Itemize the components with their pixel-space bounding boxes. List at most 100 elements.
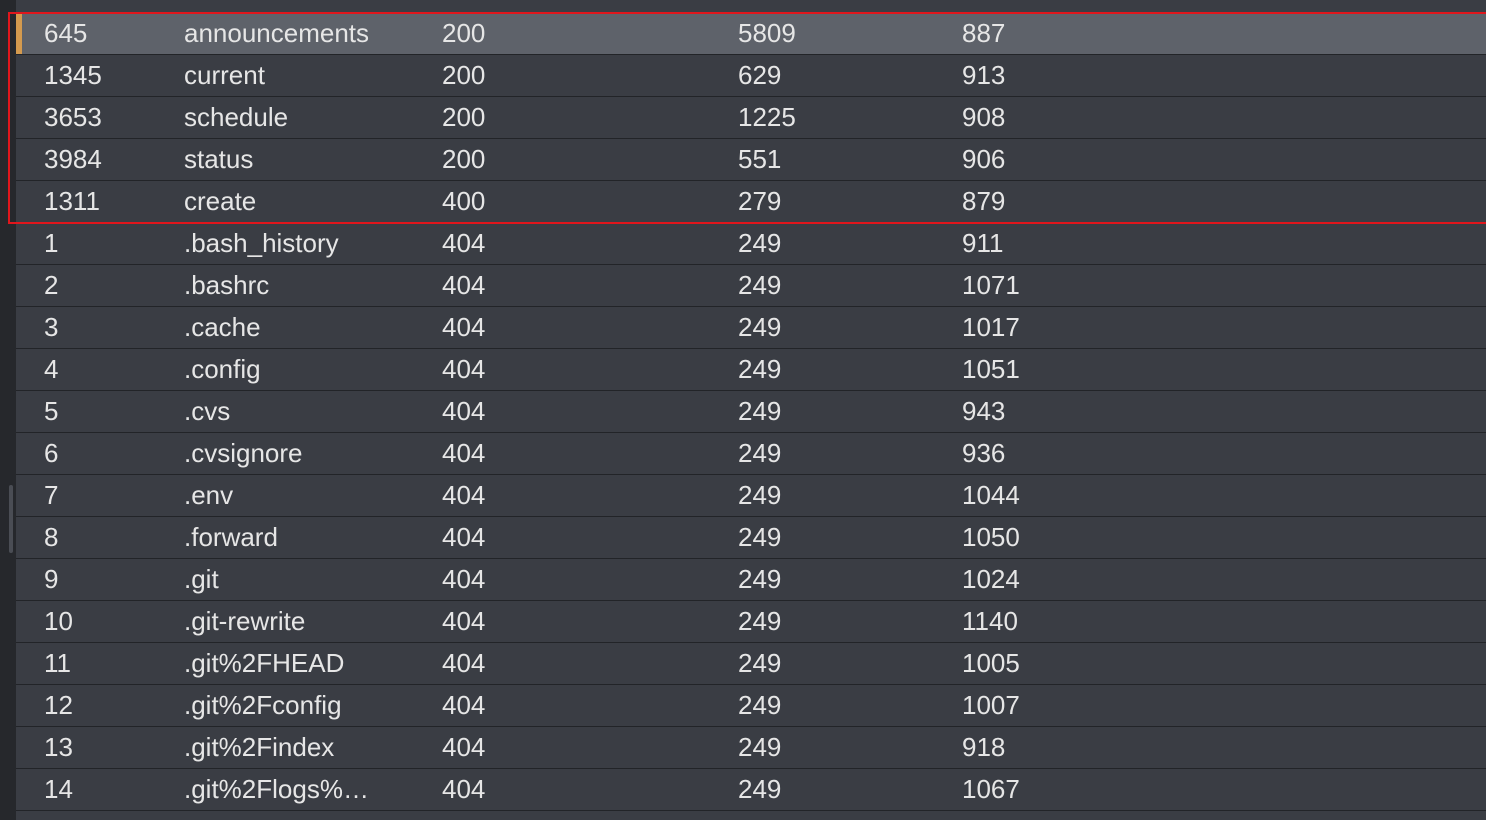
status-code: 404 xyxy=(442,396,486,426)
table-row[interactable]: 8 .forward 404 249 1050 xyxy=(16,517,1486,559)
length: 249 xyxy=(738,606,782,636)
length: 249 xyxy=(738,564,782,594)
table-row[interactable]: 1 .bash_history 404 249 911 xyxy=(16,223,1486,265)
table-row[interactable]: 4 .config 404 249 1051 xyxy=(16,349,1486,391)
request-id: 2 xyxy=(44,270,59,300)
length: 5809 xyxy=(738,18,796,48)
length: 249 xyxy=(738,270,782,300)
response-time: 943 xyxy=(962,396,1006,426)
table-row[interactable]: 14 .git%2Flogs%… 404 249 1067 xyxy=(16,769,1486,811)
status-code: 404 xyxy=(442,270,486,300)
response-time: 1024 xyxy=(962,564,1020,594)
payload: .cache xyxy=(184,312,261,342)
request-id: 7 xyxy=(44,480,59,510)
table-row[interactable]: 10 .git-rewrite 404 249 1140 xyxy=(16,601,1486,643)
payload: .git xyxy=(184,564,219,594)
request-id: 3 xyxy=(44,312,59,342)
table-row[interactable]: 5 .cvs 404 249 943 xyxy=(16,391,1486,433)
payload: create xyxy=(184,186,257,216)
table-row[interactable]: 645 announcements 200 5809 887 xyxy=(16,13,1486,55)
status-code: 200 xyxy=(442,18,486,48)
request-id: 6 xyxy=(44,438,59,468)
response-time: 1017 xyxy=(962,312,1020,342)
length: 249 xyxy=(738,396,782,426)
payload: .env xyxy=(184,480,234,510)
length: 1225 xyxy=(738,102,796,132)
request-id: 4 xyxy=(44,354,59,384)
request-id: 645 xyxy=(44,18,88,48)
status-code: 404 xyxy=(442,438,486,468)
response-time: 913 xyxy=(962,60,1006,90)
response-time: 908 xyxy=(962,102,1006,132)
response-time: 879 xyxy=(962,186,1006,216)
response-time: 1067 xyxy=(962,774,1020,804)
status-code: 404 xyxy=(442,354,486,384)
scrollbar[interactable] xyxy=(9,485,13,553)
table-row[interactable]: 3 .cache 404 249 1017 xyxy=(16,307,1486,349)
length: 629 xyxy=(738,60,782,90)
table-row[interactable]: 1311 create 400 279 879 xyxy=(16,181,1486,223)
table-row[interactable]: 11 .git%2FHEAD 404 249 1005 xyxy=(16,643,1486,685)
payload: .bashrc xyxy=(184,270,270,300)
status-code: 404 xyxy=(442,480,486,510)
status-code: 404 xyxy=(442,648,486,678)
table-row[interactable]: 3653 schedule 200 1225 908 xyxy=(16,97,1486,139)
length: 249 xyxy=(738,774,782,804)
status-code: 404 xyxy=(442,690,486,720)
length: 249 xyxy=(738,480,782,510)
payload: .config xyxy=(184,354,261,384)
request-id: 13 xyxy=(44,732,73,762)
status-code: 200 xyxy=(442,102,486,132)
table-row[interactable]: 12 .git%2Fconfig 404 249 1007 xyxy=(16,685,1486,727)
status-code: 404 xyxy=(442,522,486,552)
response-time: 1007 xyxy=(962,690,1020,720)
gutter xyxy=(0,0,16,820)
length: 249 xyxy=(738,648,782,678)
payload: .git%2FHEAD xyxy=(184,648,345,678)
length: 249 xyxy=(738,312,782,342)
table-row[interactable]: 6 .cvsignore 404 249 936 xyxy=(16,433,1486,475)
request-id: 9 xyxy=(44,564,59,594)
status-code: 404 xyxy=(442,228,486,258)
payload: announcements xyxy=(184,18,370,48)
request-id: 14 xyxy=(44,774,73,804)
length: 551 xyxy=(738,144,782,174)
request-id: 11 xyxy=(44,648,71,678)
request-id: 10 xyxy=(44,606,73,636)
table-row[interactable]: 7 .env 404 249 1044 xyxy=(16,475,1486,517)
payload: current xyxy=(184,60,265,90)
length: 249 xyxy=(738,690,782,720)
response-time: 1140 xyxy=(962,606,1018,636)
response-time: 1050 xyxy=(962,522,1020,552)
status-code: 404 xyxy=(442,732,486,762)
length: 249 xyxy=(738,228,782,258)
payload: .git%2Fconfig xyxy=(184,690,342,720)
table-row[interactable]: 13 .git%2Findex 404 249 918 xyxy=(16,727,1486,769)
request-id: 3653 xyxy=(44,102,102,132)
payload: .git-rewrite xyxy=(184,606,306,636)
payload: .git%2Flogs%… xyxy=(184,774,369,804)
status-code: 404 xyxy=(442,564,486,594)
table-row[interactable]: 1345 current 200 629 913 xyxy=(16,55,1486,97)
status-code: 400 xyxy=(442,186,486,216)
table-row[interactable]: 3984 status 200 551 906 xyxy=(16,139,1486,181)
table-row[interactable]: 9 .git 404 249 1024 xyxy=(16,559,1486,601)
payload: .git%2Findex xyxy=(184,732,335,762)
table-row[interactable]: 2 .bashrc 404 249 1071 xyxy=(16,265,1486,307)
payload: schedule xyxy=(184,102,289,132)
request-id: 1 xyxy=(44,228,59,258)
status-code: 404 xyxy=(442,312,486,342)
response-time: 906 xyxy=(962,144,1006,174)
response-time: 887 xyxy=(962,18,1006,48)
response-time: 1071 xyxy=(962,270,1020,300)
status-code: 200 xyxy=(442,60,486,90)
payload: .forward xyxy=(184,522,278,552)
request-id: 1311 xyxy=(44,186,100,216)
response-time: 1005 xyxy=(962,648,1020,678)
length: 249 xyxy=(738,438,782,468)
length: 249 xyxy=(738,522,782,552)
response-time: 936 xyxy=(962,438,1006,468)
request-id: 12 xyxy=(44,690,73,720)
clipped-row xyxy=(16,811,1486,820)
